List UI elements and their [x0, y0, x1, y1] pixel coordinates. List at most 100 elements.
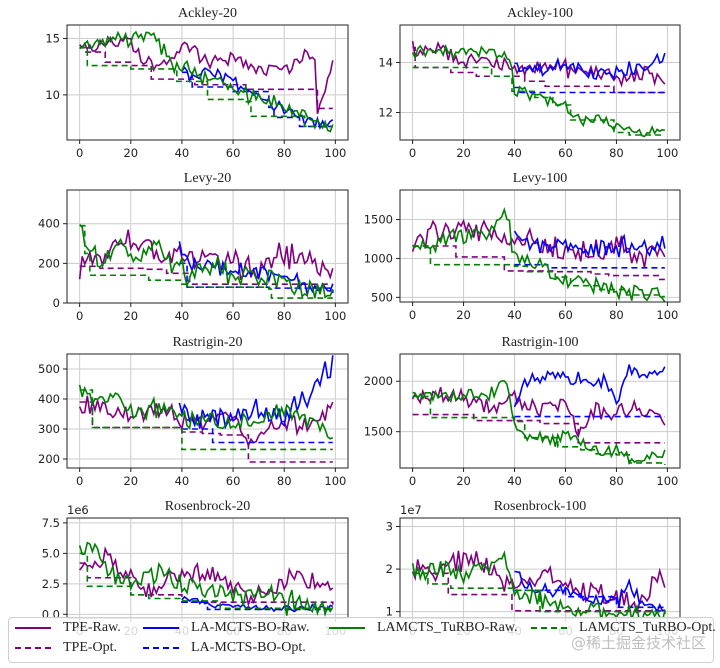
watermark: @稀土掘金技术社区	[570, 634, 706, 652]
y-tick-label: 2000	[364, 374, 393, 388]
y-tick-label: 200	[38, 256, 60, 270]
x-tick-label: 20	[123, 146, 138, 160]
series-lamcts-turbo-opt-	[79, 552, 334, 610]
legend-item-tpe-raw: TPE-Raw.	[13, 620, 121, 636]
legend-label: TPE-Raw.	[63, 620, 121, 635]
series-lamcts-turbo-raw-	[412, 207, 666, 302]
legend-item-tpe-opt: TPE-Opt.	[13, 640, 117, 656]
legend-swatch-lamcts-bo-raw	[143, 627, 179, 629]
series-tpe-opt-	[79, 46, 333, 110]
subplot-title: Rosenbrock-20	[165, 499, 251, 514]
x-tick-label: 60	[226, 146, 241, 160]
series-la-mcts-bo-opt-	[181, 601, 334, 611]
y-offset-label: 1e6	[67, 503, 89, 517]
x-tick-label: 0	[409, 146, 416, 160]
series-lamcts-turbo-raw-	[78, 541, 334, 618]
subplot-title: Ackley-100	[507, 6, 573, 21]
subplot-title: Rastrigin-20	[173, 335, 243, 350]
series-tpe-raw-	[411, 386, 666, 439]
y-tick-label: 7.5	[42, 516, 60, 530]
y-tick-label: 400	[38, 392, 60, 406]
x-tick-label: 0	[409, 474, 416, 488]
series-lamcts-turbo-opt-	[412, 572, 666, 614]
subplot-rastrigin-100: 0 20 40 60 80 100 1500 2000 Rastrigin-100	[364, 335, 681, 488]
series-lamcts-turbo-raw-	[79, 30, 334, 133]
legend-item-lamcts-bo-opt: LA-MCTS-BO-Opt.	[141, 640, 306, 656]
series-lamcts-turbo-raw-	[411, 550, 666, 618]
series-la-mcts-bo-opt-	[514, 86, 665, 94]
series-tpe-opt-	[79, 401, 333, 463]
x-tick-label: 100	[656, 474, 678, 488]
subplot-title: Rosenbrock-100	[494, 499, 587, 514]
series-tpe-raw-	[79, 546, 334, 608]
x-tick-label: 100	[656, 146, 678, 160]
x-tick-label: 80	[277, 146, 292, 160]
legend-swatch-tpe-opt	[15, 647, 51, 649]
y-tick-label: 15	[45, 32, 60, 46]
legend-item-turbo-raw: LAMCTS_TuRBO-Raw.	[327, 620, 518, 636]
series-la-mcts-bo-opt-	[181, 428, 333, 444]
legend-label: LAMCTS_TuRBO-Raw.	[377, 620, 518, 635]
subplot-title: Levy-100	[513, 171, 567, 186]
x-tick-label: 20	[123, 474, 138, 488]
series-lamcts-turbo-raw-	[79, 223, 334, 299]
x-tick-label: 60	[226, 309, 241, 323]
y-tick-label: 400	[38, 217, 60, 231]
series-tpe-raw-	[78, 229, 334, 281]
x-tick-label: 0	[76, 146, 83, 160]
x-tick-label: 0	[76, 474, 83, 488]
legend-swatch-turbo-opt	[531, 627, 567, 629]
legend-item-turbo-opt: LAMCTS_TuRBO-Opt.	[529, 620, 716, 636]
y-tick-label: 500	[38, 362, 60, 376]
x-tick-label: 100	[324, 146, 346, 160]
x-tick-label: 100	[324, 474, 346, 488]
series-tpe-raw-	[78, 395, 334, 448]
x-tick-label: 40	[175, 309, 190, 323]
legend-label: LA-MCTS-BO-Opt.	[191, 640, 306, 655]
y-offset-label: 1e7	[400, 503, 422, 517]
subplot-title: Ackley-20	[178, 6, 237, 21]
x-tick-label: 80	[609, 146, 624, 160]
legend: TPE-Raw. TPE-Opt. LA-MCTS-BO-Raw. LA-MCT…	[8, 617, 716, 663]
x-tick-label: 80	[277, 309, 292, 323]
series-la-mcts-bo-raw-	[513, 364, 666, 408]
subplot-ackley-20: 0 20 40 60 80 100 10 15 Ackley-20	[45, 6, 349, 160]
series-lamcts-turbo-opt-	[412, 395, 666, 465]
x-tick-label: 40	[175, 146, 190, 160]
y-tick-label: 500	[371, 290, 393, 304]
series-la-mcts-bo-raw-	[513, 230, 666, 258]
x-tick-label: 60	[558, 146, 573, 160]
x-tick-label: 40	[175, 474, 190, 488]
legend-label: TPE-Opt.	[63, 640, 118, 655]
y-tick-label: 2	[386, 562, 393, 576]
series-tpe-raw-	[411, 40, 666, 88]
legend-swatch-lamcts-bo-opt	[143, 647, 179, 649]
x-tick-label: 80	[609, 308, 624, 322]
y-tick-label: 1500	[364, 425, 393, 439]
series-la-mcts-bo-raw-	[178, 355, 334, 430]
x-tick-label: 60	[558, 474, 573, 488]
x-tick-label: 20	[456, 308, 471, 322]
x-tick-label: 40	[507, 146, 522, 160]
x-tick-label: 80	[277, 474, 292, 488]
x-tick-label: 20	[123, 309, 138, 323]
axes-frame	[399, 189, 681, 303]
axes-frame	[399, 353, 681, 469]
x-tick-label: 20	[456, 146, 471, 160]
legend-swatch-tpe-raw	[15, 627, 51, 629]
x-tick-label: 100	[324, 309, 346, 323]
y-tick-label: 14	[378, 56, 393, 70]
y-tick-label: 12	[378, 106, 393, 120]
series-tpe-opt-	[412, 413, 665, 444]
y-tick-label: 200	[38, 452, 60, 466]
x-tick-label: 0	[409, 308, 416, 322]
y-tick-label: 1000	[364, 251, 393, 265]
series-la-mcts-bo-raw-	[514, 52, 666, 81]
y-tick-label: 1500	[364, 213, 393, 227]
subplot-ackley-100: 0 20 40 60 80 100 12 14 Ackley-100	[378, 6, 681, 160]
axes-frame	[66, 24, 349, 141]
subplot-rastrigin-20: 0 20 40 60 80 100 200 300 400 500 Rastrigin-20	[38, 335, 349, 488]
x-tick-label: 20	[456, 474, 471, 488]
x-tick-label: 40	[507, 474, 522, 488]
